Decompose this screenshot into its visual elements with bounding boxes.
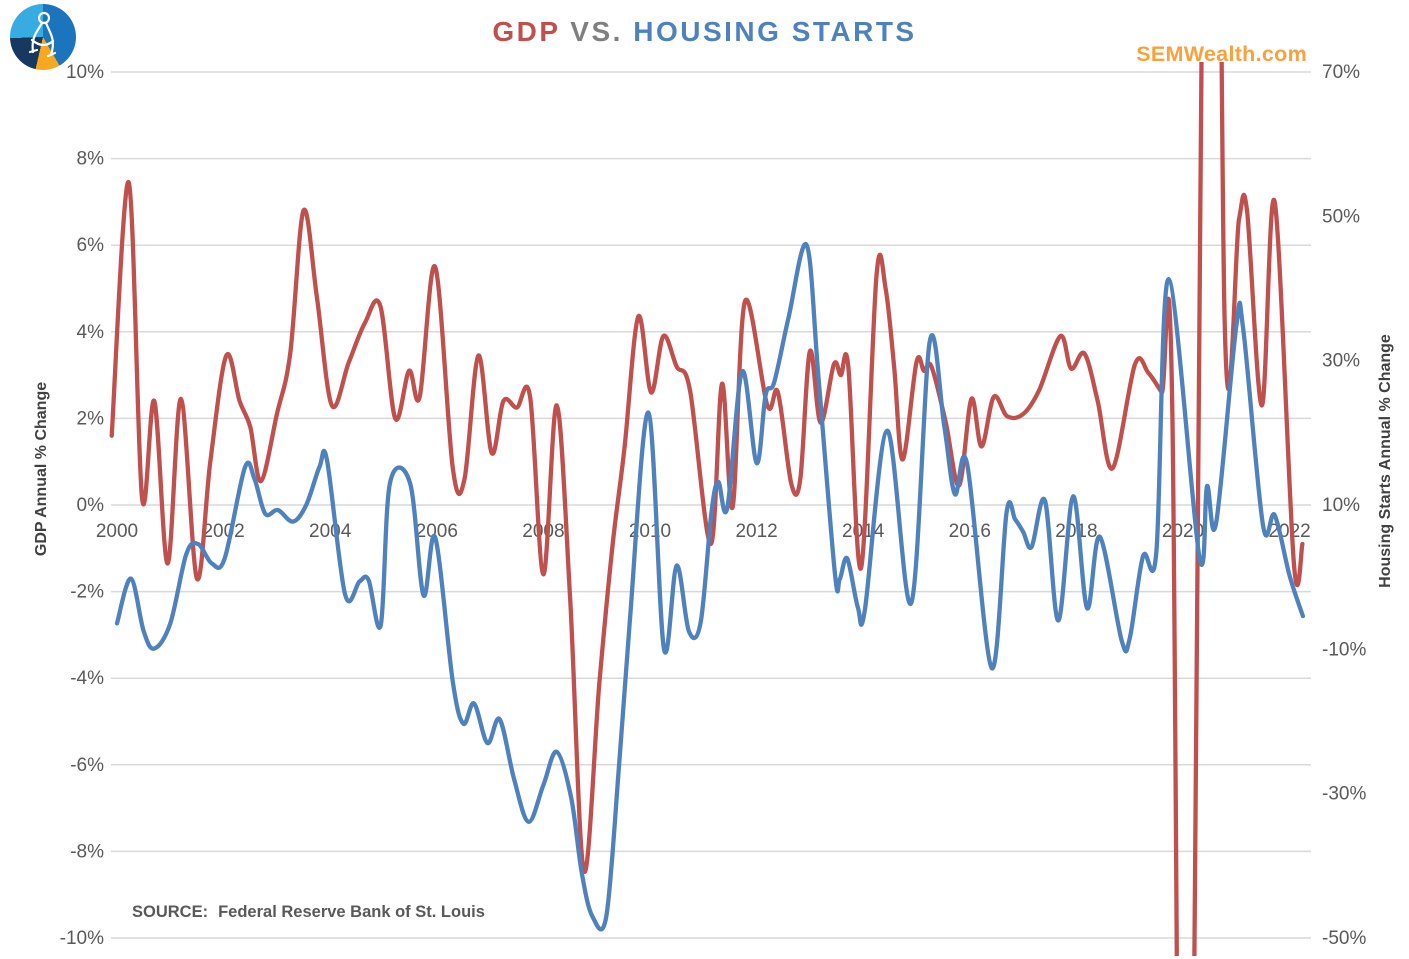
left-axis-tick: 2% (77, 408, 105, 429)
source-label: SOURCE: (132, 903, 209, 921)
x-axis-tick: 2012 (735, 521, 777, 542)
series-line-left (109, 62, 1305, 956)
sem-wealth-logo (10, 4, 76, 70)
left-axis-tick: 6% (77, 235, 105, 256)
x-axis-tick: 2004 (309, 521, 352, 542)
compass-figure-icon (28, 11, 57, 58)
x-axis-tick: 2010 (629, 521, 671, 542)
title-vs: VS. (560, 16, 634, 47)
left-axis-tick: 0% (77, 495, 105, 516)
x-axis-tick: 2006 (416, 521, 458, 542)
left-axis-tick: 8% (77, 149, 105, 170)
title-gdp: GDP (492, 16, 561, 47)
x-axis-tick: 2000 (96, 521, 138, 542)
left-axis-tick: -6% (70, 755, 104, 776)
x-axis-tick: 2002 (202, 521, 244, 542)
left-axis-tick: -4% (70, 668, 104, 689)
right-axis-tick: -50% (1322, 928, 1366, 949)
left-axis-tick: -8% (70, 841, 104, 862)
page-title: GDP VS. HOUSING STARTS (0, 16, 1409, 48)
source-note: SOURCE: Federal Reserve Bank of St. Louis (132, 903, 485, 922)
title-housing-starts: HOUSING STARTS (633, 16, 917, 47)
left-axis-tick: -10% (60, 928, 104, 949)
left-axis-tick: -2% (70, 582, 104, 603)
right-axis-tick: -10% (1322, 639, 1366, 660)
left-axis-tick: 4% (77, 322, 105, 343)
left-axis-tick: 10% (66, 62, 104, 83)
right-axis-tick: 50% (1322, 206, 1360, 227)
right-axis-tick: -30% (1322, 784, 1366, 805)
right-axis-tick: 10% (1322, 495, 1360, 516)
series-line-right (114, 242, 1306, 932)
x-axis-tick: 2008 (522, 521, 564, 542)
x-axis-tick: 2016 (949, 521, 991, 542)
right-axis-tick: 70% (1322, 62, 1360, 83)
right-axis-tick: 30% (1322, 351, 1360, 372)
source-text: Federal Reserve Bank of St. Louis (218, 903, 485, 921)
